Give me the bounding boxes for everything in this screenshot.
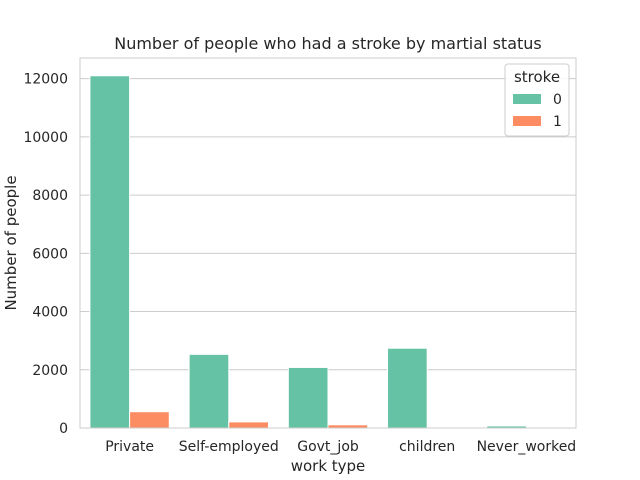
x-tick-labels: Private Self-employed Govt_job children Neve… — [105, 439, 576, 455]
x-tick-label: Private — [105, 439, 154, 455]
y-tick-label: 8000 — [32, 188, 68, 204]
legend: stroke 0 1 — [504, 63, 570, 137]
chart-title: Number of people who had a stroke by mar… — [114, 34, 542, 53]
bar-Govt_job-stroke-0 — [287, 366, 329, 429]
legend-swatch-0 — [513, 94, 541, 104]
y-tick-label: 4000 — [32, 305, 68, 321]
bar-children-stroke-0 — [387, 347, 428, 429]
y-tick-label: 10000 — [23, 130, 68, 146]
bar-Private-stroke-1 — [129, 411, 170, 429]
legend-label-1: 1 — [553, 114, 562, 130]
x-axis-label: work type — [291, 457, 366, 475]
x-tick-label: children — [399, 439, 455, 455]
legend-title: stroke — [514, 68, 560, 86]
legend-swatch-1 — [513, 116, 541, 126]
x-tick-label: Never_worked — [477, 439, 577, 455]
x-tick-label: Self-employed — [179, 439, 279, 455]
y-tick-label: 2000 — [32, 363, 68, 379]
y-tick-label: 0 — [59, 421, 68, 437]
y-tick-label: 6000 — [32, 246, 68, 262]
y-tick-label: 12000 — [23, 72, 68, 88]
bar-Self-employed-stroke-1 — [228, 421, 269, 429]
plot-border — [79, 57, 577, 429]
bar-Private-stroke-0 — [89, 75, 131, 429]
plot-area — [80, 58, 576, 428]
bar-Self-employed-stroke-0 — [188, 353, 230, 429]
bars — [89, 75, 567, 429]
y-tick-labels: 0 2000 4000 6000 8000 10000 12000 — [23, 72, 68, 437]
y-axis-label: Number of people — [2, 175, 20, 310]
legend-label-0: 0 — [553, 92, 562, 108]
x-tick-label: Govt_job — [297, 439, 359, 455]
